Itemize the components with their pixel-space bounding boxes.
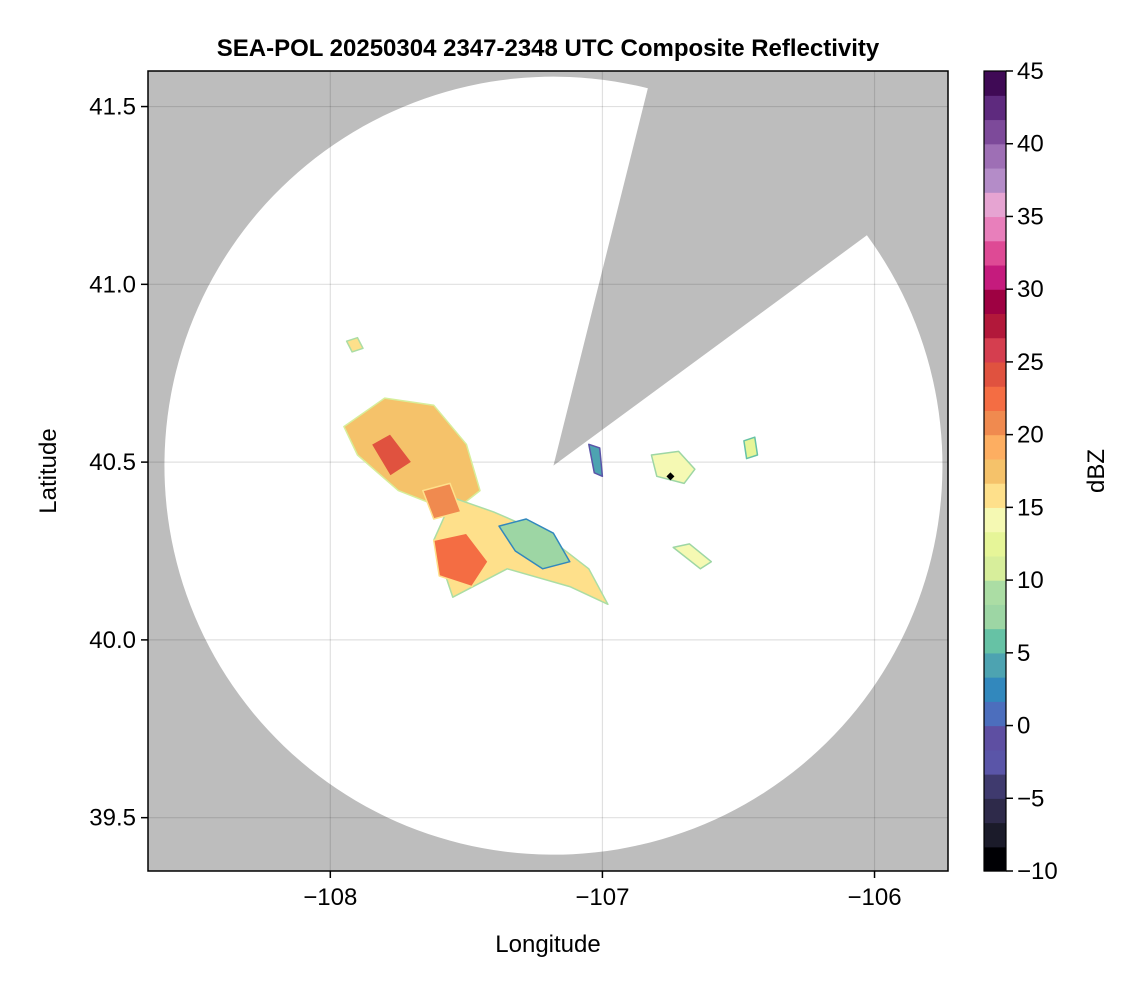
echo-region bbox=[498, 518, 571, 570]
colorbar-tick-label: 35 bbox=[1017, 203, 1044, 230]
colorbar bbox=[983, 70, 1007, 872]
colorbar-segment bbox=[984, 798, 1006, 824]
colorbar-label: dBZ bbox=[1083, 449, 1110, 493]
colorbar-segment bbox=[984, 822, 1006, 848]
plot-area bbox=[147, 70, 949, 872]
colorbar-segment bbox=[984, 458, 1006, 484]
y-tick-label: 39.5 bbox=[89, 805, 136, 832]
colorbar-segment bbox=[984, 846, 1006, 872]
colorbar-tick-label: −10 bbox=[1017, 858, 1058, 885]
colorbar-segment bbox=[984, 555, 1006, 581]
colorbar-segment bbox=[984, 95, 1006, 121]
colorbar-segment bbox=[984, 725, 1006, 751]
colorbar-tick-label: 5 bbox=[1017, 640, 1030, 667]
colorbar-segment bbox=[984, 386, 1006, 411]
colorbar-tick-label: −5 bbox=[1017, 785, 1044, 812]
y-tick-label: 40.0 bbox=[89, 627, 136, 654]
colorbar-tick-label: 20 bbox=[1017, 422, 1044, 449]
colorbar-tick-label: 15 bbox=[1017, 494, 1044, 521]
y-tick-label: 41.0 bbox=[89, 271, 136, 298]
colorbar-segment bbox=[984, 361, 1006, 387]
colorbar-segment bbox=[984, 749, 1006, 775]
colorbar-segment bbox=[984, 628, 1006, 654]
colorbar-segment bbox=[984, 701, 1006, 727]
echo-region bbox=[422, 482, 462, 520]
colorbar-segment bbox=[984, 71, 1006, 96]
y-tick-label: 40.5 bbox=[89, 449, 136, 476]
echo-region bbox=[743, 436, 759, 460]
echo-region bbox=[345, 336, 364, 353]
y-axis-label: Latitude bbox=[35, 428, 62, 513]
colorbar-ticks: −10 −5 0 5 10 15 20 25 30 35 40 45 bbox=[1006, 58, 1058, 885]
site-marker bbox=[666, 472, 675, 481]
x-tick-label: −106 bbox=[847, 884, 901, 911]
radar-coverage-area bbox=[164, 76, 943, 855]
colorbar-segment bbox=[984, 507, 1006, 533]
colorbar-tick-label: 45 bbox=[1017, 58, 1044, 85]
echo-region bbox=[370, 432, 413, 478]
colorbar-tick-label: 10 bbox=[1017, 567, 1044, 594]
colorbar-frame bbox=[983, 70, 1007, 872]
colorbar-segment bbox=[984, 289, 1006, 315]
grid-lines bbox=[148, 71, 948, 871]
colorbar-segment bbox=[984, 119, 1006, 145]
x-axis-label: Longitude bbox=[495, 931, 600, 958]
plot-frame bbox=[147, 70, 949, 872]
echo-region bbox=[343, 397, 481, 513]
colorbar-segment bbox=[984, 774, 1006, 799]
x-tick-label: −108 bbox=[303, 884, 357, 911]
x-tick-label: −107 bbox=[575, 884, 629, 911]
x-axis: −108 −107 −106 bbox=[303, 871, 902, 911]
colorbar-segment bbox=[984, 483, 1006, 508]
colorbar-segment bbox=[984, 337, 1006, 363]
colorbar-segment bbox=[984, 677, 1006, 702]
colorbar-segment bbox=[984, 434, 1006, 460]
colorbar-segment bbox=[984, 313, 1006, 339]
y-tick-label: 41.5 bbox=[89, 94, 136, 121]
colorbar-segment bbox=[984, 240, 1006, 266]
colorbar-segment bbox=[984, 216, 1006, 242]
colorbar-segment bbox=[984, 580, 1006, 605]
marker-point bbox=[666, 472, 675, 481]
colorbar-segment bbox=[984, 167, 1006, 193]
colorbar-segment bbox=[984, 264, 1006, 290]
colorbar-segment bbox=[984, 604, 1006, 630]
echo-region bbox=[588, 443, 604, 478]
colorbar-tick-label: 30 bbox=[1017, 276, 1044, 303]
y-axis: 39.5 40.0 40.5 41.0 41.5 bbox=[89, 94, 148, 832]
reflectivity-echoes bbox=[343, 336, 759, 606]
echo-region bbox=[672, 543, 713, 570]
colorbar-segment bbox=[984, 652, 1006, 678]
echo-region bbox=[650, 450, 696, 485]
echo-region bbox=[432, 532, 489, 588]
colorbar-segment bbox=[984, 410, 1006, 436]
colorbar-segment bbox=[984, 143, 1006, 169]
colorbar-tick-label: 25 bbox=[1017, 349, 1044, 376]
colorbar-segment bbox=[984, 531, 1006, 557]
colorbar-tick-label: 0 bbox=[1017, 713, 1030, 740]
colorbar-tick-label: 40 bbox=[1017, 131, 1044, 158]
chart-title: SEA-POL 20250304 2347-2348 UTC Composite… bbox=[217, 35, 880, 62]
colorbar-segment bbox=[984, 192, 1006, 218]
